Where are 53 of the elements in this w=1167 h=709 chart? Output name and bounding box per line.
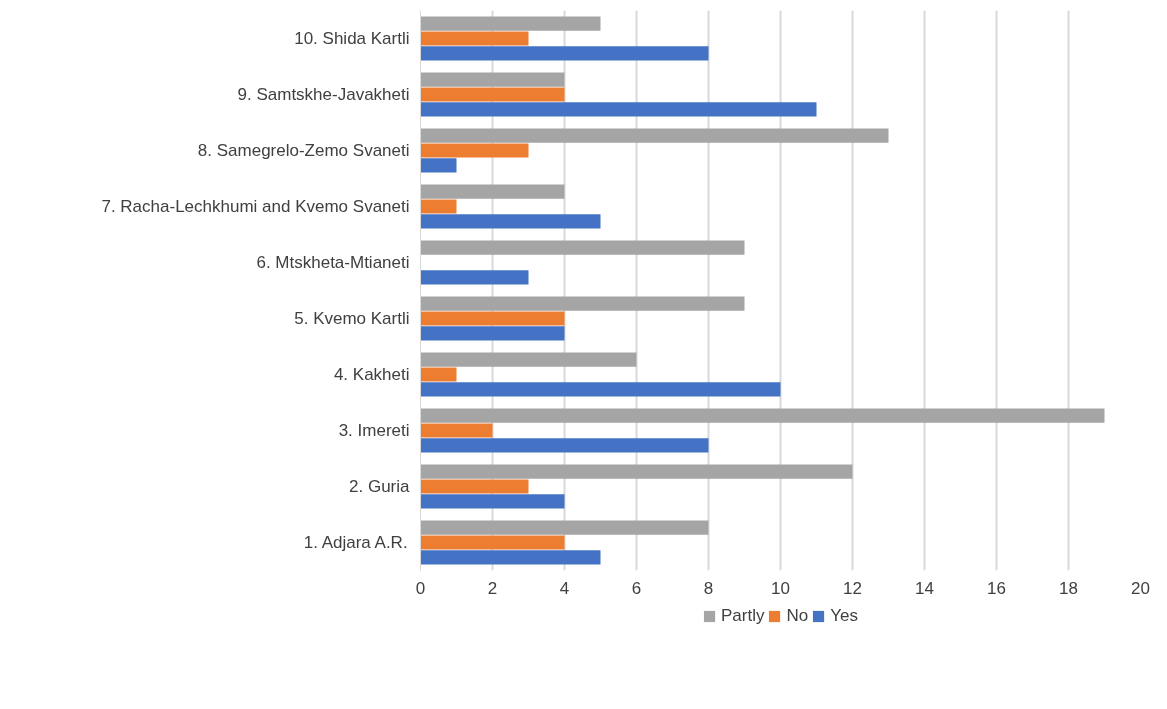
legend-label: Partly bbox=[721, 606, 765, 626]
bar bbox=[420, 438, 709, 453]
legend-label: Yes bbox=[830, 606, 858, 626]
bar bbox=[420, 143, 529, 158]
bar bbox=[420, 184, 565, 199]
bar bbox=[420, 128, 889, 143]
x-tick-label: 20 bbox=[1131, 578, 1150, 598]
x-tick-label: 2 bbox=[487, 578, 498, 598]
y-tick-label: 6. Mtskheta-Mtianeti bbox=[256, 253, 410, 272]
x-tick-label: 4 bbox=[559, 578, 570, 598]
y-tick-label: 4. Kakheti bbox=[333, 365, 410, 384]
y-tick-label: 1. Adjara A.R. bbox=[303, 533, 408, 552]
bar bbox=[420, 464, 853, 479]
bar bbox=[420, 240, 745, 255]
bar bbox=[420, 494, 565, 509]
bar bbox=[420, 535, 565, 550]
x-tick-label: 16 bbox=[987, 578, 1006, 598]
bar bbox=[420, 382, 781, 397]
bar bbox=[420, 479, 529, 494]
bar bbox=[420, 199, 457, 214]
bar bbox=[420, 550, 601, 565]
bar bbox=[420, 408, 1105, 423]
y-tick-label: 7. Racha-Lechkhumi and Kvemo Svaneti bbox=[101, 197, 410, 216]
bar bbox=[420, 367, 457, 382]
legend-label: No bbox=[786, 606, 809, 626]
bar bbox=[420, 214, 601, 229]
y-tick-label: 8. Samegrelo-Zemo Svaneti bbox=[197, 141, 410, 160]
y-tick-label: 5. Kvemo Kartli bbox=[294, 309, 410, 328]
bar bbox=[420, 520, 709, 535]
bar bbox=[420, 16, 601, 31]
y-tick-label: 3. Imereti bbox=[338, 421, 410, 440]
bar bbox=[420, 31, 529, 46]
x-tick-label: 18 bbox=[1059, 578, 1078, 598]
bar bbox=[420, 158, 457, 173]
bar bbox=[420, 423, 493, 438]
y-tick-label: 2. Guria bbox=[349, 477, 411, 496]
bar bbox=[420, 352, 637, 367]
x-tick-label: 12 bbox=[843, 578, 862, 598]
x-tick-label: 8 bbox=[703, 578, 714, 598]
x-tick-label: 14 bbox=[915, 578, 934, 598]
bar bbox=[420, 270, 529, 285]
bar bbox=[420, 72, 565, 87]
x-tick-label: 6 bbox=[631, 578, 642, 598]
x-tick-label: 10 bbox=[771, 578, 790, 598]
x-tick-label: 0 bbox=[415, 578, 426, 598]
bar bbox=[420, 87, 565, 102]
y-tick-label: 9. Samtskhe-Javakheti bbox=[237, 85, 410, 104]
bar bbox=[420, 326, 565, 341]
bar bbox=[420, 102, 817, 117]
y-tick-label: 10. Shida Kartli bbox=[294, 29, 410, 48]
bar bbox=[420, 46, 709, 61]
bar bbox=[420, 311, 565, 326]
bar bbox=[420, 296, 745, 311]
